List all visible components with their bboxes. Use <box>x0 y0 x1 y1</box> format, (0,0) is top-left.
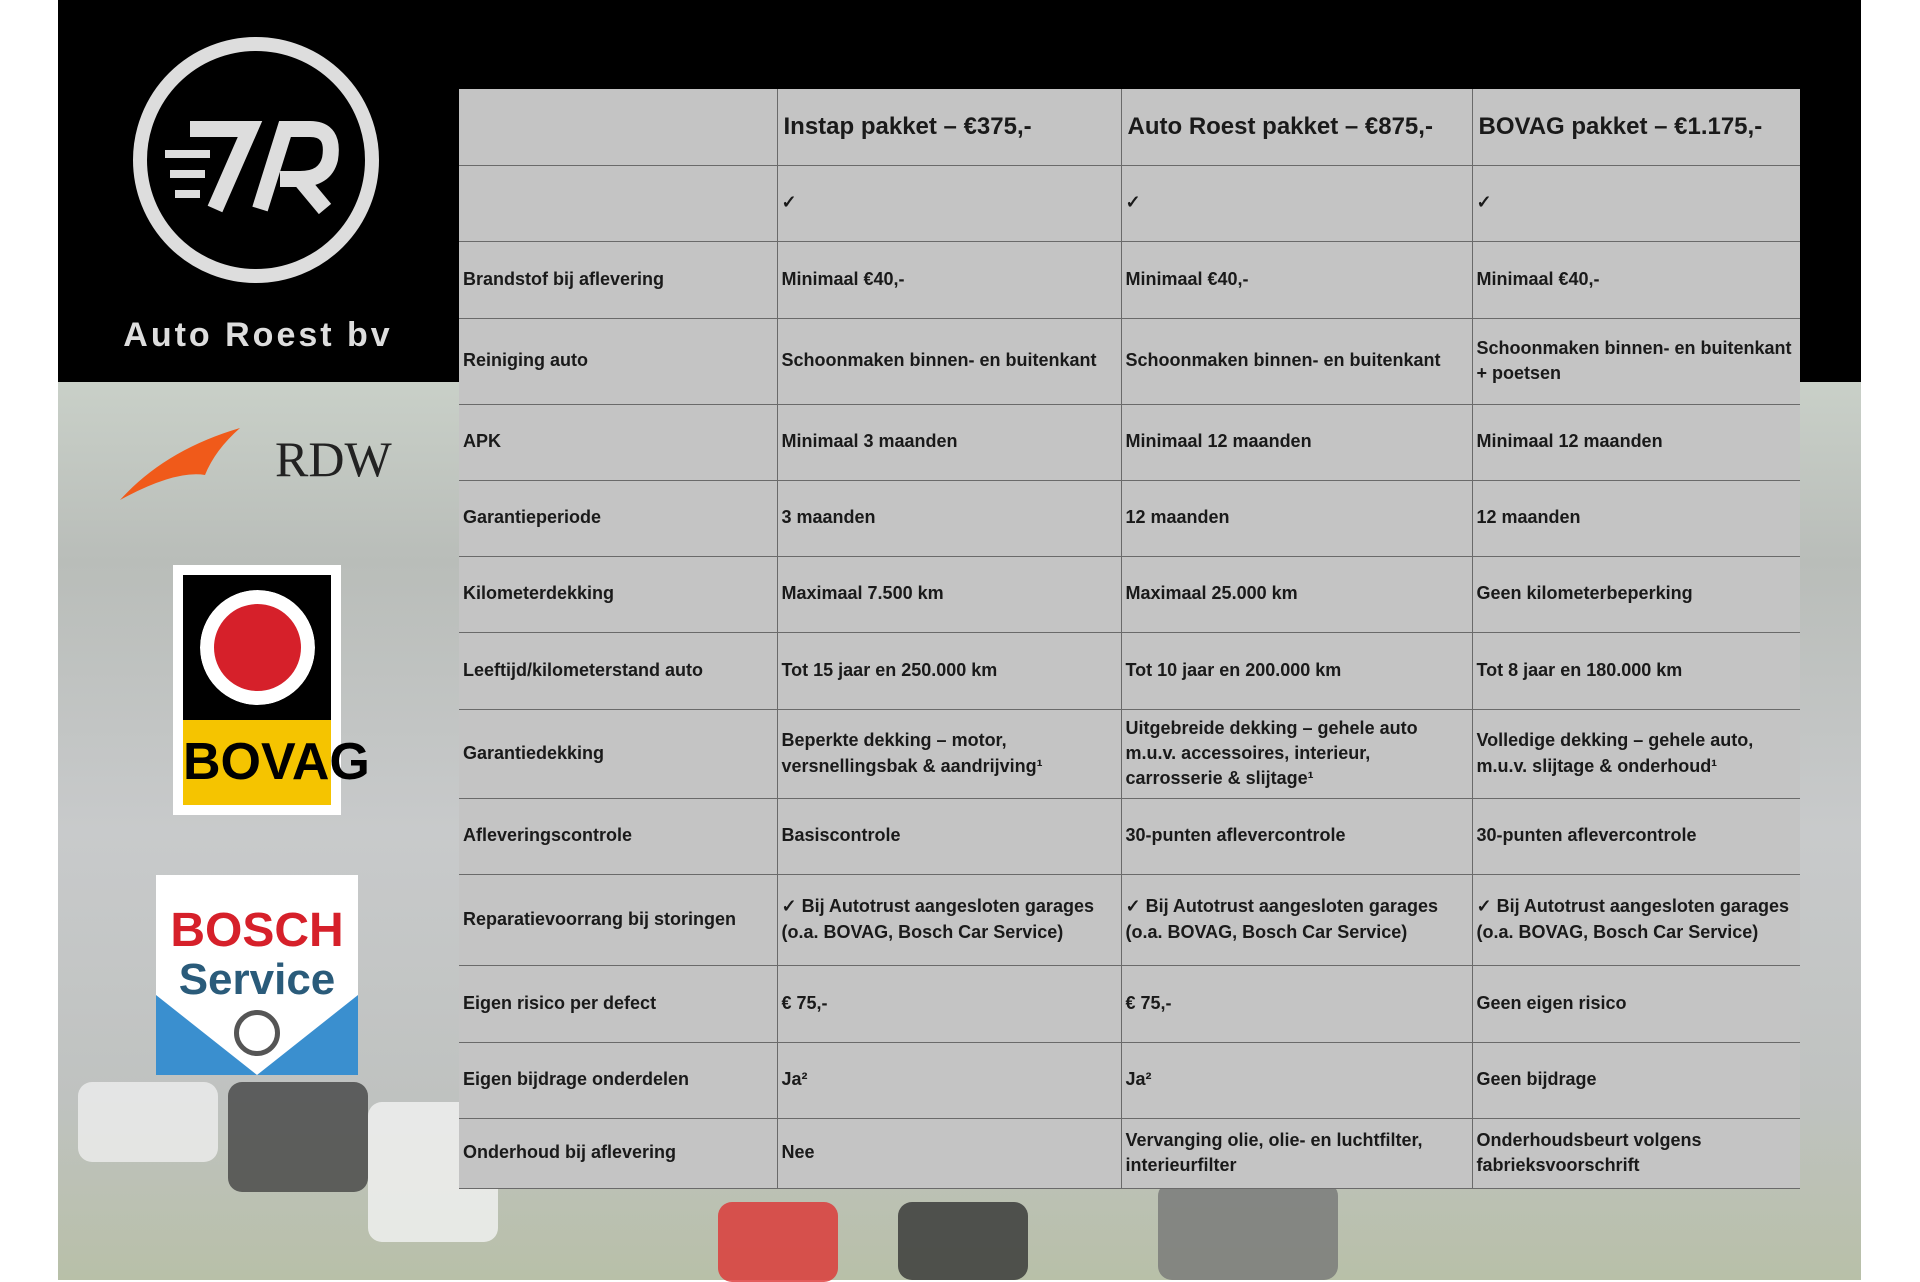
table-cell: Vervanging olie, olie- en luchtfilter, i… <box>1120 1117 1473 1189</box>
bovag-logo: BOVAG <box>173 565 370 815</box>
row-label: Afleveringscontrole <box>459 797 778 875</box>
row-label: Eigen bijdrage onderdelen <box>459 1041 778 1119</box>
table-row: ✓ ✓ ✓ <box>459 164 1800 242</box>
table-row: Afleveringscontrole Basiscontrole 30-punte… <box>459 797 1800 875</box>
table-cell: ✓ <box>1471 164 1800 242</box>
table-cell: ✓ Bij Autotrust aangesloten garages (o.a… <box>1120 873 1473 966</box>
table-cell: Geen bijdrage <box>1471 1041 1800 1119</box>
row-label: Garantiedekking <box>459 708 778 799</box>
row-label: Garantieperiode <box>459 479 778 557</box>
table-cell: ✓ Bij Autotrust aangesloten garages (o.a… <box>1471 873 1800 966</box>
table-row: Eigen risico per defect € 75,- € 75,- Geen … <box>459 964 1800 1043</box>
table-cell: Maximaal 7.500 km <box>776 555 1122 633</box>
table-cell: 30-punten aflevercontrole <box>1471 797 1800 875</box>
table-cell: 12 maanden <box>1120 479 1473 557</box>
table-cell: Tot 15 jaar en 250.000 km <box>776 631 1122 710</box>
table-cell: Onderhoudsbeurt volgens fabrieksvoorschr… <box>1471 1117 1800 1189</box>
table-row: Reparatievoorrang bij storingen ✓ Bij Aut… <box>459 873 1800 966</box>
table-cell: ✓ <box>1120 164 1473 242</box>
table-cell: 30-punten aflevercontrole <box>1120 797 1473 875</box>
table-cell: 12 maanden <box>1471 479 1800 557</box>
row-label: Onderhoud bij aflevering <box>459 1117 778 1189</box>
table-cell: Beperkte dekking – motor, versnellingsba… <box>776 708 1122 799</box>
table-cell: Maximaal 25.000 km <box>1120 555 1473 633</box>
header-bovag: BOVAG pakket – €1.175,- <box>1471 89 1800 166</box>
table-cell: ✓ Bij Autotrust aangesloten garages (o.a… <box>776 873 1122 966</box>
row-label: Kilometerdekking <box>459 555 778 633</box>
row-label: Reparatievoorrang bij storingen <box>459 873 778 966</box>
bosch-armature-icon <box>234 1010 280 1056</box>
table-cell: Basiscontrole <box>776 797 1122 875</box>
table-cell: Minimaal €40,- <box>776 240 1122 319</box>
table-cell: Minimaal 12 maanden <box>1120 403 1473 481</box>
bosch-service-logo: BOSCH Service <box>156 875 358 1075</box>
auto-roest-logo <box>133 37 379 283</box>
row-label: Reiniging auto <box>459 317 778 405</box>
bosch-text: BOSCH <box>170 904 344 957</box>
table-row: Onderhoud bij aflevering Nee Vervanging ol… <box>459 1117 1800 1189</box>
table-row: Kilometerdekking Maximaal 7.500 km Maximaa… <box>459 555 1800 633</box>
bovag-text: BOVAG <box>183 720 370 805</box>
table-cell: Schoonmaken binnen- en buitenkant + poet… <box>1471 317 1800 405</box>
table-row: APK Minimaal 3 maanden Minimaal 12 maanden… <box>459 403 1800 481</box>
table-cell: 3 maanden <box>776 479 1122 557</box>
table-cell: Minimaal €40,- <box>1471 240 1800 319</box>
table-cell: Tot 10 jaar en 200.000 km <box>1120 631 1473 710</box>
header-row: Instap pakket – €375,- Auto Roest pakket… <box>459 89 1800 166</box>
table-cell: Nee <box>776 1117 1122 1189</box>
table-cell: Minimaal 3 maanden <box>776 403 1122 481</box>
header-empty <box>459 89 778 166</box>
package-comparison-table: Instap pakket – €375,- Auto Roest pakket… <box>459 89 1800 1189</box>
table-row: Garantiedekking Beperkte dekking – motor,… <box>459 708 1800 799</box>
table-cell: Geen eigen risico <box>1471 964 1800 1043</box>
row-label: Leeftijd/kilometerstand auto <box>459 631 778 710</box>
table-cell: ✓ <box>776 164 1122 242</box>
table-row: Garantieperiode 3 maanden 12 maanden 12 maa… <box>459 479 1800 557</box>
service-text: Service <box>178 955 336 1004</box>
table-cell: Ja² <box>776 1041 1122 1119</box>
table-cell: Minimaal 12 maanden <box>1471 403 1800 481</box>
table-cell: Tot 8 jaar en 180.000 km <box>1471 631 1800 710</box>
table-cell: Schoonmaken binnen- en buitenkant <box>776 317 1122 405</box>
row-label: Eigen risico per defect <box>459 964 778 1043</box>
table-cell: Minimaal €40,- <box>1120 240 1473 319</box>
table-cell: Volledige dekking – gehele auto, m.u.v. … <box>1471 708 1800 799</box>
header-instap: Instap pakket – €375,- <box>776 89 1122 166</box>
table-cell: Uitgebreide dekking – gehele auto m.u.v.… <box>1120 708 1473 799</box>
row-label: Brandstof bij aflevering <box>459 240 778 319</box>
table-cell: Schoonmaken binnen- en buitenkant <box>1120 317 1473 405</box>
table-row: Leeftijd/kilometerstand auto Tot 15 jaar … <box>459 631 1800 710</box>
row-label <box>459 164 778 242</box>
table-row: Reiniging auto Schoonmaken binnen- en bui… <box>459 317 1800 405</box>
table-cell: Geen kilometerbeperking <box>1471 555 1800 633</box>
rdw-text: RDW <box>275 431 392 487</box>
table-cell: € 75,- <box>1120 964 1473 1043</box>
table-row: Eigen bijdrage onderdelen Ja² Ja² Geen bijd… <box>459 1041 1800 1119</box>
table-cell: € 75,- <box>776 964 1122 1043</box>
table-cell: Ja² <box>1120 1041 1473 1119</box>
header-auto-roest: Auto Roest pakket – €875,- <box>1120 89 1473 166</box>
table-row: Brandstof bij aflevering Minimaal €40,- Mi… <box>459 240 1800 319</box>
brand-name: Auto Roest bv <box>123 316 393 354</box>
rdw-logo: RDW <box>115 420 405 510</box>
row-label: APK <box>459 403 778 481</box>
